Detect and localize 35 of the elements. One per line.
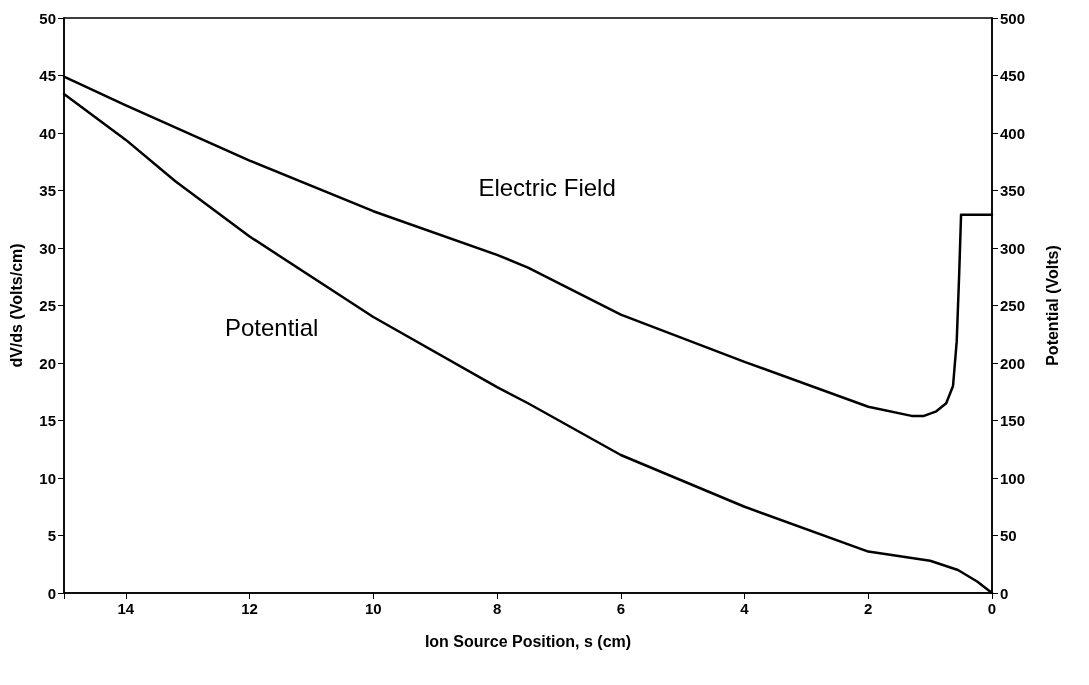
y2-tick-label: 50 (1000, 527, 1017, 544)
x-tick-label: 8 (492, 600, 502, 617)
y2-tick-label: 0 (1000, 584, 1009, 602)
y-tick-label: 25 (39, 297, 56, 314)
x-tick-label: 14 (117, 600, 135, 617)
y-tick-label: 50 (39, 9, 56, 27)
x-tick-label: 0 (987, 600, 997, 617)
y-tick-label: 15 (39, 412, 56, 429)
x-tick-label: 4 (740, 600, 750, 617)
x-tick-label: 6 (616, 600, 625, 617)
x-tick-label: 12 (241, 600, 258, 617)
y-tick-label: 20 (39, 354, 56, 372)
y2-tick-label: 100 (1000, 469, 1026, 487)
y2-tick-label: 500 (1000, 9, 1026, 27)
y-tick-label: 5 (47, 527, 56, 544)
y2-tick-label: 200 (1000, 354, 1026, 372)
y2-tick-label: 450 (1000, 67, 1026, 84)
y-tick-label: 0 (47, 584, 56, 602)
y-tick-label: 10 (39, 469, 56, 487)
y2-tick-label: 250 (1000, 297, 1026, 314)
y-tick-label: 45 (39, 67, 56, 84)
y2-tick-label: 300 (1000, 239, 1026, 257)
y-tick-label: 30 (39, 239, 56, 257)
y-axis-title: dV/ds (Volts/cm) (7, 243, 25, 368)
series-label: Potential (224, 313, 319, 341)
x-tick-label: 10 (364, 600, 382, 617)
series-label: Electric Field (478, 174, 616, 202)
y2-axis-title: Potential (Volts) (1043, 245, 1061, 366)
y2-tick-label: 150 (1000, 412, 1026, 429)
y-tick-label: 40 (39, 124, 56, 142)
x-axis-title: Ion Source Position, s (cm) (424, 632, 632, 650)
y-tick-label: 35 (39, 182, 56, 199)
y2-tick-label: 400 (1000, 124, 1026, 142)
y2-tick-label: 350 (1000, 182, 1026, 199)
x-tick-label: 2 (864, 600, 873, 617)
